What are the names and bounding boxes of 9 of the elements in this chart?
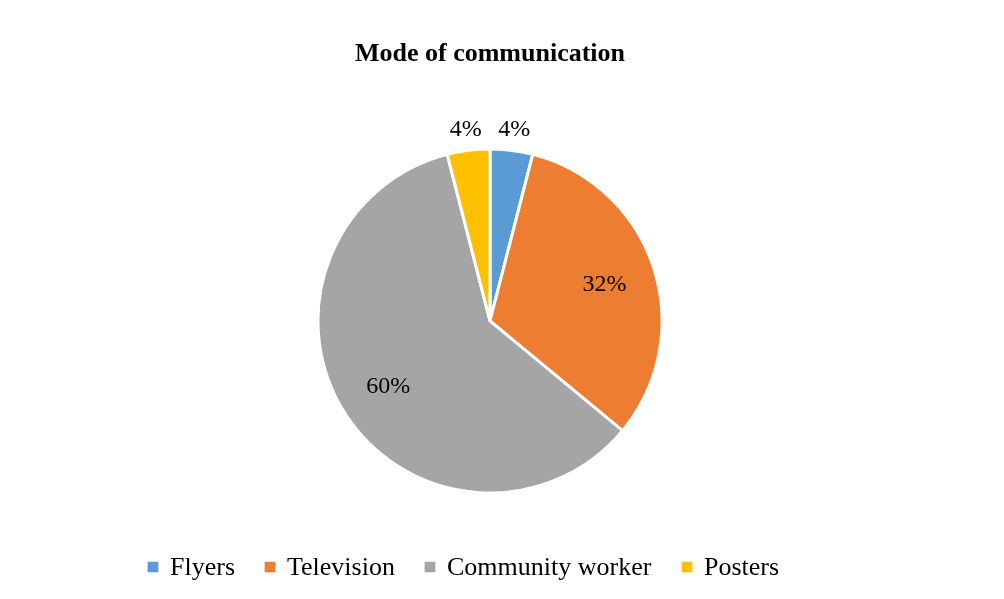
legend-label: Flyers (170, 552, 235, 581)
legend-label: Television (287, 552, 395, 581)
legend-label: Community worker (447, 552, 652, 581)
legend-label: Posters (704, 552, 780, 581)
chart-title: Mode of communication (354, 38, 626, 67)
data-label: 60% (366, 371, 411, 398)
data-label: 32% (582, 269, 627, 296)
data-label: 4% (498, 114, 531, 141)
data-label: 4% (449, 114, 482, 141)
